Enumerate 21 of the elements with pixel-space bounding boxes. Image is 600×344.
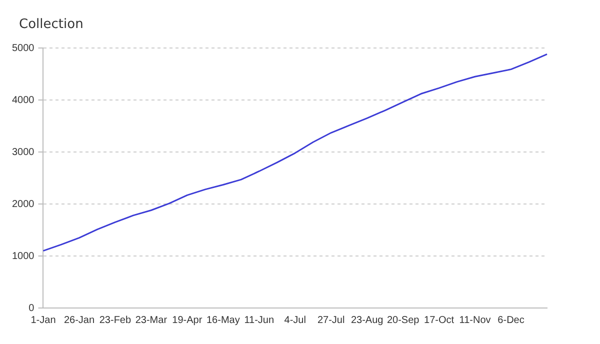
x-tick-label: 20-Sep [386,314,420,326]
x-tick-label: 26-Jan [64,314,95,326]
x-tick-label: 23-Aug [350,314,384,326]
x-tick-label: 19-Apr [172,314,203,326]
chart-title: Collection [19,17,84,32]
y-tick-label: 5000 [12,42,35,54]
x-tick-label: 23-Mar [135,314,168,326]
x-tick-label: 11-Nov [459,314,491,326]
x-tick-label: 11-Jun [244,314,274,326]
x-tick-label: 27-Jul [317,314,345,326]
x-tick-label: 23-Feb [99,314,132,326]
x-tick-label: 4-Jul [284,314,306,326]
x-tick-label: 16-May [206,314,240,326]
y-tick-label: 4000 [12,94,35,106]
y-tick-label: 1000 [12,250,35,262]
y-tick-label: 2000 [12,198,35,210]
x-tick-label: 17-Oct [424,314,454,326]
y-tick-label: 0 [28,302,35,314]
x-tick-label: 1-Jan [30,314,56,326]
x-tick-label: 6-Dec [498,314,524,326]
y-tick-label: 3000 [12,146,35,158]
